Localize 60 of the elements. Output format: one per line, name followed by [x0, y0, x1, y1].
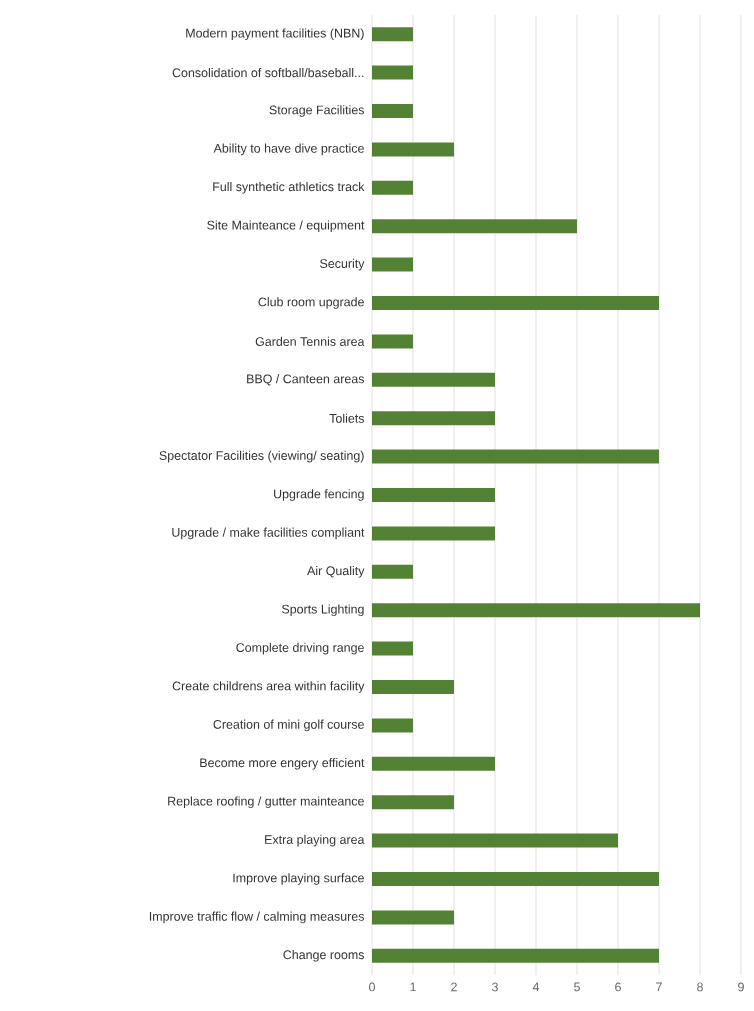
bar [372, 372, 495, 387]
bar [372, 65, 413, 80]
x-tick-label: 5 [574, 982, 580, 992]
bar [372, 603, 700, 618]
bar [372, 142, 454, 157]
x-tick-label: 2 [451, 982, 457, 992]
x-tick-label: 7 [656, 982, 662, 992]
y-tick-label: Spectator Facilities (viewing/ seating) [159, 450, 364, 463]
bar [372, 910, 454, 925]
y-tick-label: Upgrade / make facilities compliant [172, 527, 365, 540]
x-tick-label: 1 [410, 982, 416, 992]
x-tick-label: 8 [697, 982, 703, 992]
y-tick-label: Improve traffic flow / calming measures [149, 911, 365, 924]
y-tick-label: Site Mainteance / equipment [207, 220, 365, 232]
x-tick-label: 4 [532, 982, 540, 992]
bar [372, 948, 659, 963]
bar [372, 180, 413, 195]
bar [372, 219, 577, 234]
bar [372, 680, 454, 695]
y-tick-label: Change rooms [283, 950, 365, 962]
bar [372, 411, 495, 426]
bar [372, 526, 495, 541]
bar [372, 795, 454, 810]
bar [372, 257, 413, 272]
y-tick-label: Garden Tennis area [255, 336, 365, 346]
y-tick-label: Creation of mini golf course [213, 719, 364, 732]
y-tick-label: Improve playing surface [233, 873, 364, 885]
bar [372, 296, 659, 310]
bar [372, 334, 413, 349]
y-tick-label: BBQ / Canteen areas [247, 374, 365, 386]
x-tick-label: 3 [492, 982, 498, 992]
bar [372, 718, 413, 733]
bar [372, 872, 659, 887]
y-tick-label: Replace roofing / gutter mainteance [168, 796, 364, 809]
bar [372, 641, 413, 656]
bar [372, 104, 413, 118]
y-tick-label: Upgrade fencing [274, 489, 364, 501]
y-tick-label: Toliets [329, 413, 365, 423]
bar [372, 564, 413, 579]
y-tick-label: Security [320, 258, 365, 271]
bar [372, 27, 413, 42]
y-tick-label: Complete driving range [236, 642, 364, 655]
y-tick-label: Extra playing area [265, 834, 365, 847]
y-tick-label: Air Quality [307, 566, 365, 578]
x-tick-label: 9 [738, 982, 744, 992]
y-tick-label: Sports Lighting [281, 604, 364, 617]
bar [372, 488, 495, 503]
bar [372, 833, 618, 848]
bar [372, 756, 495, 771]
y-tick-label: Modern payment facilities (NBN) [186, 28, 364, 40]
y-tick-label: Club room upgrade [258, 297, 364, 309]
y-tick-label: Full synthetic athletics track [213, 181, 365, 194]
y-tick-label: Become more engery efficient [200, 758, 365, 770]
y-tick-label: Storage Facilities [269, 105, 365, 117]
x-tick-label: 0 [369, 982, 375, 992]
y-tick-label: Create childrens area within facility [172, 681, 365, 693]
x-tick-label: 6 [615, 982, 621, 992]
y-tick-label: Consolidation of softball/baseball... [172, 68, 364, 78]
y-tick-label: Ability to have dive practice [213, 143, 364, 156]
bar [372, 449, 659, 464]
